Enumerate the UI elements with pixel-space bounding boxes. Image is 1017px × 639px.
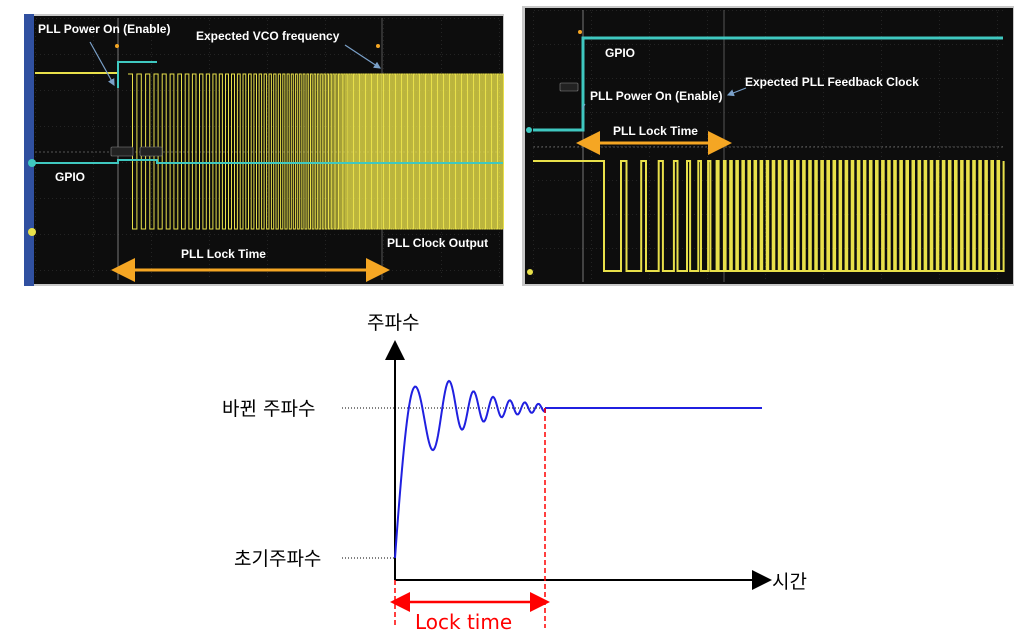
- right-scope-panel: GPIO PLL Power On (Enable) Expected PLL …: [522, 6, 1014, 286]
- left-power-on-pointer: [89, 41, 115, 87]
- right-gpio-marker-icon: [526, 127, 532, 133]
- left-expected-vco-label: Expected VCO frequency: [196, 29, 340, 43]
- left-clock-output-trace: [128, 73, 504, 230]
- lock-time-diagram: 주파수 시간 바뀐 주파수 초기주파수 Lock time: [222, 312, 807, 634]
- left-cyan-step-trace: [117, 61, 157, 88]
- frequency-response-curve: [394, 379, 546, 559]
- changed-freq-label: 바뀐 주파수: [222, 398, 315, 420]
- left-clock-marker-icon: [28, 228, 36, 236]
- left-cursor-dot-icon: [376, 44, 380, 48]
- right-feedback-pointer: [726, 87, 747, 97]
- left-readout-box: [110, 146, 134, 157]
- left-vco-pointer: [344, 44, 382, 69]
- right-feedback-clock-trace: [533, 160, 1005, 272]
- left-gpio-label: GPIO: [55, 170, 85, 184]
- right-gpio-label: GPIO: [605, 46, 635, 60]
- right-clock-marker-icon: [527, 269, 533, 275]
- left-pll-power-on-label: PLL Power On (Enable): [38, 22, 170, 36]
- right-gpio-trace: [533, 36, 1003, 132]
- left-readout-box: [139, 146, 163, 157]
- y-axis-label: 주파수: [367, 312, 419, 334]
- left-scope-side-bar: [24, 14, 34, 286]
- right-readout-box: [559, 82, 579, 92]
- right-power-on-pointer: [581, 103, 586, 111]
- left-cursor-dot-icon: [115, 44, 119, 48]
- left-pll-lock-time-label: PLL Lock Time: [181, 247, 266, 261]
- left-gpio-trace: [35, 159, 503, 164]
- right-expected-feedback-label: Expected PLL Feedback Clock: [745, 75, 919, 89]
- right-pll-lock-time-label: PLL Lock Time: [613, 124, 698, 138]
- right-cursor-dot-icon: [578, 30, 582, 34]
- right-pll-power-on-label: PLL Power On (Enable): [590, 89, 722, 103]
- x-axis-label: 시간: [772, 571, 807, 593]
- left-scope-panel: PLL Power On (Enable) Expected VCO frequ…: [24, 14, 504, 286]
- left-gpio-marker-icon: [28, 159, 36, 167]
- initial-freq-label: 초기주파수: [234, 548, 321, 570]
- lock-time-label: Lock time: [415, 610, 512, 634]
- left-pll-clock-output-label: PLL Clock Output: [387, 236, 488, 250]
